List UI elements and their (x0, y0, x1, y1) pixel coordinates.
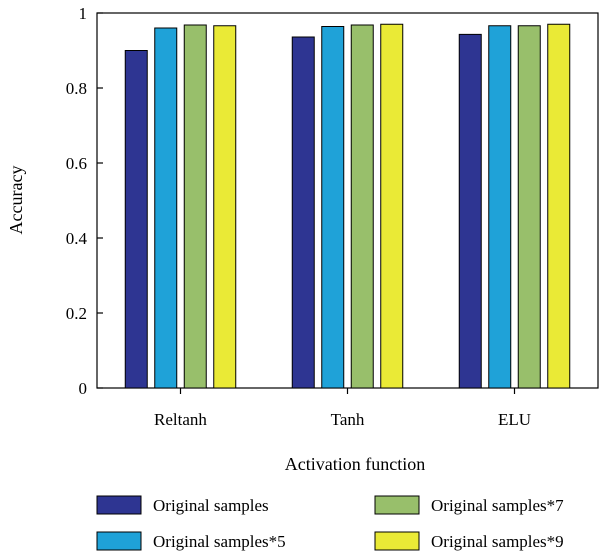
y-tick-label: 0.6 (66, 154, 87, 173)
bar (458, 33, 482, 389)
legend-label: Original samples*9 (431, 532, 564, 551)
legend-swatch (374, 495, 420, 515)
y-tick-label: 0 (79, 379, 88, 398)
legend-label: Original samples (153, 496, 269, 515)
bar (183, 24, 207, 389)
bar (350, 24, 374, 389)
plot-area (96, 12, 599, 389)
legend-label: Original samples*7 (431, 496, 564, 515)
x-tick-label: Reltanh (154, 410, 207, 429)
bar (547, 23, 571, 389)
bar (488, 25, 512, 389)
legend-swatch (96, 495, 142, 515)
y-axis-title: Accuracy (6, 166, 26, 235)
y-tick-label: 0.2 (66, 304, 87, 323)
legend-label: Original samples*5 (153, 532, 286, 551)
x-axis-title: Activation function (285, 454, 425, 474)
legend-swatch (96, 531, 142, 551)
bar (154, 27, 178, 389)
bar (321, 26, 345, 389)
bar (213, 25, 237, 389)
bar (124, 50, 148, 389)
bar (291, 36, 315, 389)
legend: Original samples Original samples*7 Origin… (96, 495, 564, 551)
legend-swatch (374, 531, 420, 551)
y-tick-label: 1 (79, 4, 88, 23)
x-tick-label: Tanh (331, 410, 365, 429)
y-tick-label: 0.8 (66, 79, 87, 98)
y-tick-label: 0.4 (66, 229, 88, 248)
bar (517, 25, 541, 389)
bar (380, 23, 404, 389)
x-tick-label: ELU (498, 410, 531, 429)
x-axis-categories: Reltanh Tanh ELU (154, 388, 531, 429)
y-axis-ticks: 0 0.2 0.4 0.6 0.8 1 (66, 4, 103, 398)
